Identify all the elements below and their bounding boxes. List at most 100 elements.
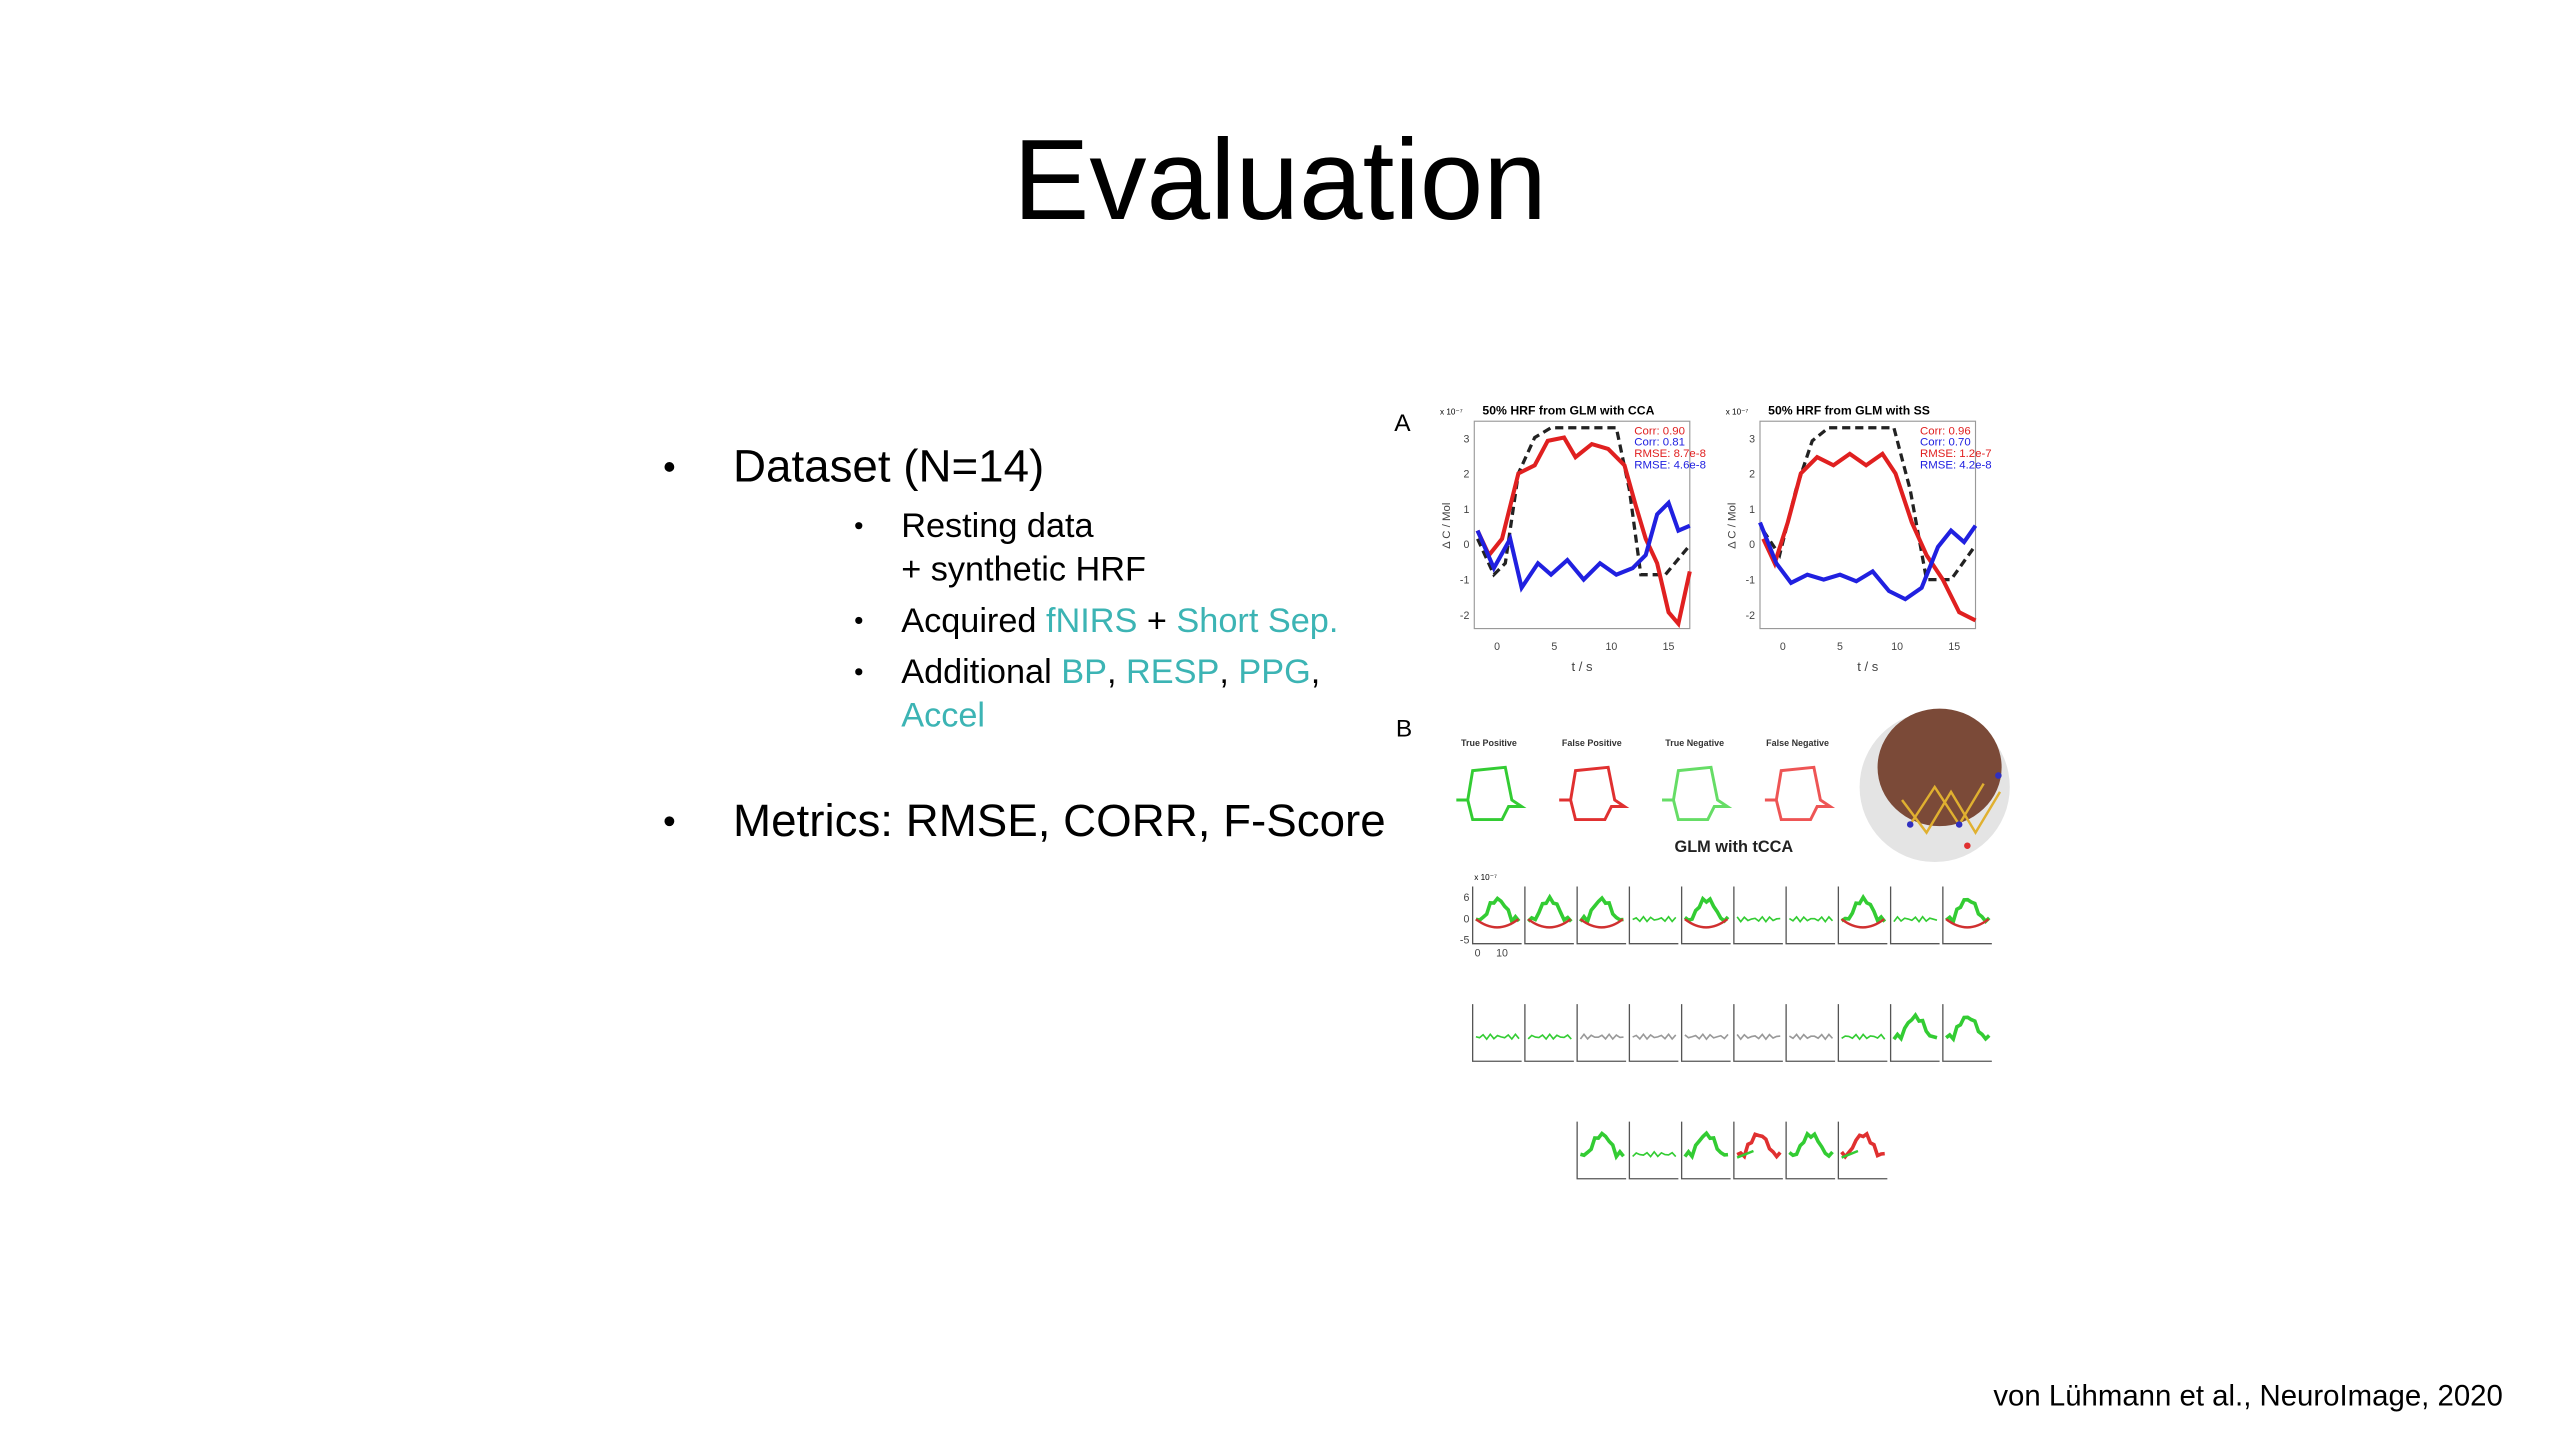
channel-trace [1788,1130,1834,1159]
class-label: False Positive [1562,738,1622,748]
sub-bullet-text: Resting data [901,507,1094,545]
channel-axes [1628,1121,1679,1180]
channel-trace [1945,918,1990,929]
channel-axes [1942,1004,1992,1062]
class-label: True Positive [1461,738,1517,748]
stat-label: RMSE: 8.7e-8 [1634,448,1706,460]
y-tick-label: 0 [1463,913,1469,925]
figure: 50% HRF from GLM with CCA x 10⁻⁷ t / s Δ C … [1394,404,2010,1180]
highlight-run: PPG [1238,653,1310,691]
highlight-run: BP [1061,653,1107,691]
channel-axes [1576,1121,1627,1180]
channel-axes [1837,1004,1888,1062]
channel-axes [1733,886,1783,945]
x-tick-label: 10 [1496,948,1508,960]
channel-trace [1840,1131,1885,1160]
channel-trace [1632,1032,1677,1041]
sub-bullet-text: Accel [901,697,985,735]
channel-trace [1841,1149,1859,1159]
sub-bullet [855,522,863,530]
sub-bullet [855,668,863,676]
scale-label: x 10⁻⁷ [1474,873,1497,882]
stat-label: Corr: 0.81 [1634,437,1685,449]
y-tick-label: 1 [1463,504,1469,516]
y-tick-label: 0 [1749,539,1755,551]
chart-title: 50% HRF from GLM with CCA [1482,404,1654,418]
citation: von Lühmann et al., NeuroImage, 2020 [1993,1380,2503,1413]
x-tick-label: 15 [1948,641,1960,653]
x-tick-label: 5 [1551,641,1557,653]
text-run: + synthetic HRF [901,550,1146,588]
channel-axes [1472,1004,1522,1062]
y-tick-label: -1 [1746,575,1756,587]
y-tick-label: -1 [1460,575,1470,587]
text-run: Acquired [901,602,1046,640]
channel-axes [1628,1004,1679,1062]
channel-axes [1680,886,1731,945]
x-tick-label: 15 [1663,641,1675,653]
class-label: False Negative [1766,738,1829,748]
sub-bullet-text: + synthetic HRF [901,550,1146,588]
channel-axes [1680,1004,1731,1062]
axis-label: Δ C / Mol [1441,503,1453,549]
channel-trace [1683,895,1730,924]
x-tick-label: 10 [1891,641,1903,653]
channel-axes [1837,1121,1888,1180]
channel-axes [1733,1004,1783,1062]
highlight-run: Accel [901,697,985,735]
y-tick-label: 0 [1463,539,1469,551]
channel-trace [1788,915,1834,923]
method-label: GLM with tCCA [1675,838,1794,856]
y-tick-label: 3 [1463,433,1469,445]
x-tick-label: 0 [1494,641,1500,653]
panel-label: A [1394,410,1411,437]
channel-axes [1785,1004,1836,1062]
channel-trace [1893,915,1938,923]
scale-label: x 10⁻⁷ [1440,408,1463,417]
channel-axes [1524,1004,1574,1062]
channel-trace [1579,1032,1624,1041]
text-run: Metrics: RMSE, CORR, F-Score [733,795,1386,846]
stat-label: RMSE: 4.6e-8 [1634,460,1706,472]
channel-axes [1942,886,1992,945]
hrf-chart: 50% HRF from GLM with CCA x 10⁻⁷ t / s Δ C … [1440,404,1706,674]
channel-trace [1579,918,1624,929]
x-tick-label: 10 [1606,641,1618,653]
channel-trace [1736,1149,1754,1159]
channel-trace [1736,1132,1782,1160]
y-tick-label: 6 [1463,892,1469,904]
channel-trace [1841,1033,1886,1041]
channel-trace [1684,918,1729,929]
channel-trace [1526,893,1573,923]
stat-label: RMSE: 4.2e-8 [1920,460,1992,472]
text-run: , [1219,653,1238,691]
sub-bullet [855,616,863,624]
channel-trace [1945,897,1991,926]
channel-trace [1736,915,1781,923]
y-tick-label: 3 [1749,433,1755,445]
y-tick-label: -5 [1460,935,1470,947]
highlight-run: RESP [1126,653,1219,691]
axis-label: Δ C / Mol [1727,503,1739,549]
stat-label: Corr: 0.96 [1920,425,1971,437]
x-tick-label: 0 [1780,641,1786,653]
channel-axes [1785,886,1836,945]
channel-trace [1475,918,1520,929]
bullet [664,816,675,827]
y-tick-label: 2 [1749,469,1755,481]
channel-axes [1785,1121,1836,1180]
head-model [1859,708,2010,863]
channel-trace [1475,1032,1520,1041]
channel-grid [1472,886,1992,1180]
class-icon [1559,765,1630,822]
hrf-chart: 50% HRF from GLM with SS x 10⁻⁷ t / s Δ C /… [1726,404,1992,674]
channel-trace [1632,915,1677,923]
channel-trace [1579,1131,1625,1161]
channel-axes [1576,886,1627,945]
highlight-run: fNIRS [1046,602,1137,640]
sub-bullet-text: Additional BP, RESP, PPG, [901,653,1320,691]
channel-axes [1889,886,1940,945]
channel-trace [1892,1012,1938,1043]
highlight-run: Short Sep. [1176,602,1338,640]
